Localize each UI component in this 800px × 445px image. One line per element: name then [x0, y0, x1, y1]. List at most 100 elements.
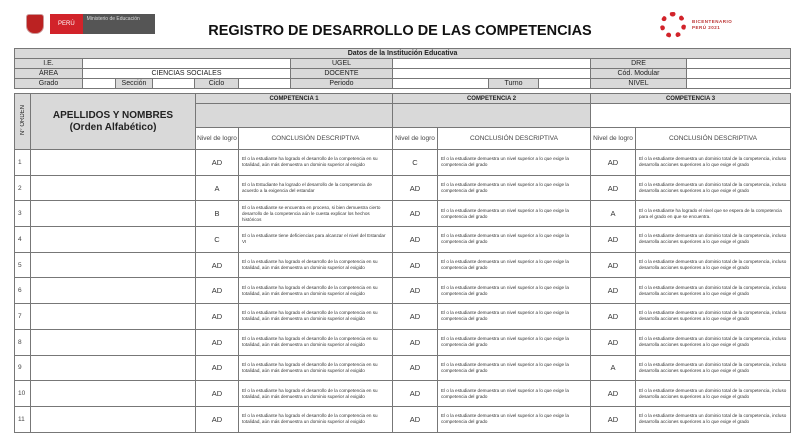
conclusion-3[interactable]: El o la estudiante demuestra un dominio … — [635, 277, 791, 305]
nivel-logro-1[interactable]: AD — [195, 277, 239, 305]
nivel-logro-3[interactable]: AD — [590, 277, 636, 305]
table-row: 10 AD El o la estudiante ha logrado el des… — [14, 380, 791, 407]
nivel-logro-2[interactable]: AD — [392, 380, 438, 407]
conclusion-1[interactable]: El o la estudiante ha logrado el desarro… — [238, 303, 393, 330]
table-row: 3 B El o la estudiante se encuentra en pro… — [14, 200, 791, 228]
conclusion-2[interactable]: El o la estudiante demuestra un nivel su… — [437, 328, 591, 356]
student-name-field[interactable] — [30, 226, 196, 253]
nivel-logro-2[interactable]: AD — [392, 277, 438, 305]
nivel-logro-1[interactable]: AD — [195, 251, 239, 279]
row-number: 3 — [14, 200, 31, 228]
bicentenario-ring-icon — [660, 12, 686, 38]
conclusion-1[interactable]: El o la estudiante ha logrado el desarro… — [238, 277, 393, 305]
conclusion-3[interactable]: El o la estudiante demuestra un dominio … — [635, 303, 791, 330]
conclusion-2[interactable]: El o la estudiante demuestra un nivel su… — [437, 226, 591, 253]
grado-field[interactable] — [82, 78, 116, 89]
area-field[interactable]: CIENCIAS SOCIALES — [82, 68, 291, 79]
nivel-logro-1[interactable]: AD — [195, 405, 239, 433]
student-name-field[interactable] — [30, 405, 196, 433]
conclusion-1[interactable]: El o la estudiante tiene deficiencias pa… — [238, 226, 393, 253]
orden-header: N° ORDEN — [14, 93, 31, 150]
bicentenario-logo: BICENTENARIO PERÚ 2021 — [660, 12, 732, 38]
dre-field[interactable] — [685, 58, 792, 69]
nivel-logro-3[interactable]: AD — [590, 303, 636, 330]
nivel-logro-3[interactable]: AD — [590, 251, 636, 279]
nivel-logro-2[interactable]: AD — [392, 328, 438, 356]
turno-field[interactable] — [538, 78, 591, 89]
conclusion-2[interactable]: El o la estudiante demuestra un nivel su… — [437, 174, 591, 202]
conclusion-3[interactable]: El o la estudiante demuestra un dominio … — [635, 174, 791, 202]
periodo-field[interactable] — [392, 78, 489, 89]
cod-modular-field[interactable] — [685, 68, 792, 79]
nivel-logro-3[interactable]: A — [590, 354, 636, 382]
nivel-logro-2[interactable]: AD — [392, 251, 438, 279]
conclusion-1[interactable]: El o la estudiante ha logrado el desarro… — [238, 149, 393, 176]
conclusion-2[interactable]: El o la estudiante demuestra un nivel su… — [437, 405, 591, 433]
nivel-logro-2[interactable]: AD — [392, 405, 438, 433]
nivel-logro-2[interactable]: C — [392, 149, 438, 176]
student-name-field[interactable] — [30, 200, 196, 228]
ie-field[interactable] — [82, 58, 291, 69]
conclusion-2[interactable]: El o la estudiante demuestra un nivel su… — [437, 277, 591, 305]
competencia-1-description[interactable] — [195, 103, 393, 128]
row-number: 7 — [14, 303, 31, 330]
conclusion-1[interactable]: El o la estudiante ha logrado el desarro… — [238, 405, 393, 433]
docente-field[interactable] — [392, 68, 591, 79]
nivel-logro-1[interactable]: B — [195, 200, 239, 228]
nivel-logro-2[interactable]: AD — [392, 303, 438, 330]
conclusion-3[interactable]: El o la estudiante demuestra un dominio … — [635, 405, 791, 433]
nivel-logro-1[interactable]: A — [195, 174, 239, 202]
nivel-logro-1[interactable]: C — [195, 226, 239, 253]
student-name-field[interactable] — [30, 354, 196, 382]
competencia-3-description[interactable] — [590, 103, 791, 128]
competencia-2-description[interactable] — [392, 103, 591, 128]
ugel-field[interactable] — [392, 58, 591, 69]
nivel-logro-3[interactable]: AD — [590, 226, 636, 253]
conclusion-1[interactable]: El o la estudiante ha logrado el desarro… — [238, 354, 393, 382]
conclusion-2[interactable]: El o la estudiante demuestra un nivel su… — [437, 200, 591, 228]
nivel-logro-2[interactable]: AD — [392, 354, 438, 382]
conclusion-3[interactable]: El o la estudiante demuestra un dominio … — [635, 380, 791, 407]
student-name-field[interactable] — [30, 380, 196, 407]
conclusion-1[interactable]: El o la estudiante se encuentra en proce… — [238, 200, 393, 228]
bicentenario-line1: BICENTENARIO — [692, 19, 733, 24]
conclusion-2[interactable]: El o la estudiante demuestra un nivel su… — [437, 149, 591, 176]
student-name-field[interactable] — [30, 277, 196, 305]
conclusion-3[interactable]: El o la estudiante ha logrado el nivel q… — [635, 200, 791, 228]
conclusion-3[interactable]: El o la estudiante demuestra un dominio … — [635, 354, 791, 382]
conclusion-1[interactable]: El o la estudiante ha logrado el desarro… — [238, 380, 393, 407]
nivel-logro-1[interactable]: AD — [195, 380, 239, 407]
conclusion-3[interactable]: El o la estudiante demuestra un dominio … — [635, 328, 791, 356]
nivel-logro-1[interactable]: AD — [195, 303, 239, 330]
student-name-field[interactable] — [30, 174, 196, 202]
ciclo-field[interactable] — [238, 78, 291, 89]
seccion-field[interactable] — [152, 78, 195, 89]
conclusion-3[interactable]: El o la estudiante demuestra un dominio … — [635, 251, 791, 279]
nivel-logro-3[interactable]: AD — [590, 380, 636, 407]
conclusion-2[interactable]: El o la estudiante demuestra un nivel su… — [437, 303, 591, 330]
nivel-logro-3[interactable]: AD — [590, 174, 636, 202]
nivel-logro-1[interactable]: AD — [195, 149, 239, 176]
nivel-logro-1[interactable]: AD — [195, 328, 239, 356]
nivel-logro-3[interactable]: A — [590, 200, 636, 228]
conclusion-3[interactable]: El o la estudiante demuestra un dominio … — [635, 149, 791, 176]
nivel-field[interactable] — [685, 78, 792, 89]
conclusion-1[interactable]: El o la estudiante ha logrado el desarro… — [238, 251, 393, 279]
student-name-field[interactable] — [30, 251, 196, 279]
student-name-field[interactable] — [30, 303, 196, 330]
nivel-logro-2[interactable]: AD — [392, 174, 438, 202]
nivel-logro-3[interactable]: AD — [590, 149, 636, 176]
conclusion-1[interactable]: El o la Estudiante ha logrado el desarro… — [238, 174, 393, 202]
student-name-field[interactable] — [30, 149, 196, 176]
student-name-field[interactable] — [30, 328, 196, 356]
nivel-logro-1[interactable]: AD — [195, 354, 239, 382]
conclusion-1[interactable]: El o la estudiante ha logrado el desarro… — [238, 328, 393, 356]
conclusion-2[interactable]: El o la estudiante demuestra un nivel su… — [437, 354, 591, 382]
nivel-logro-3[interactable]: AD — [590, 405, 636, 433]
nivel-logro-3[interactable]: AD — [590, 328, 636, 356]
nivel-logro-2[interactable]: AD — [392, 226, 438, 253]
conclusion-3[interactable]: El o la estudiante demuestra un dominio … — [635, 226, 791, 253]
nivel-logro-2[interactable]: AD — [392, 200, 438, 228]
conclusion-2[interactable]: El o la estudiante demuestra un nivel su… — [437, 380, 591, 407]
conclusion-2[interactable]: El o la estudiante demuestra un nivel su… — [437, 251, 591, 279]
